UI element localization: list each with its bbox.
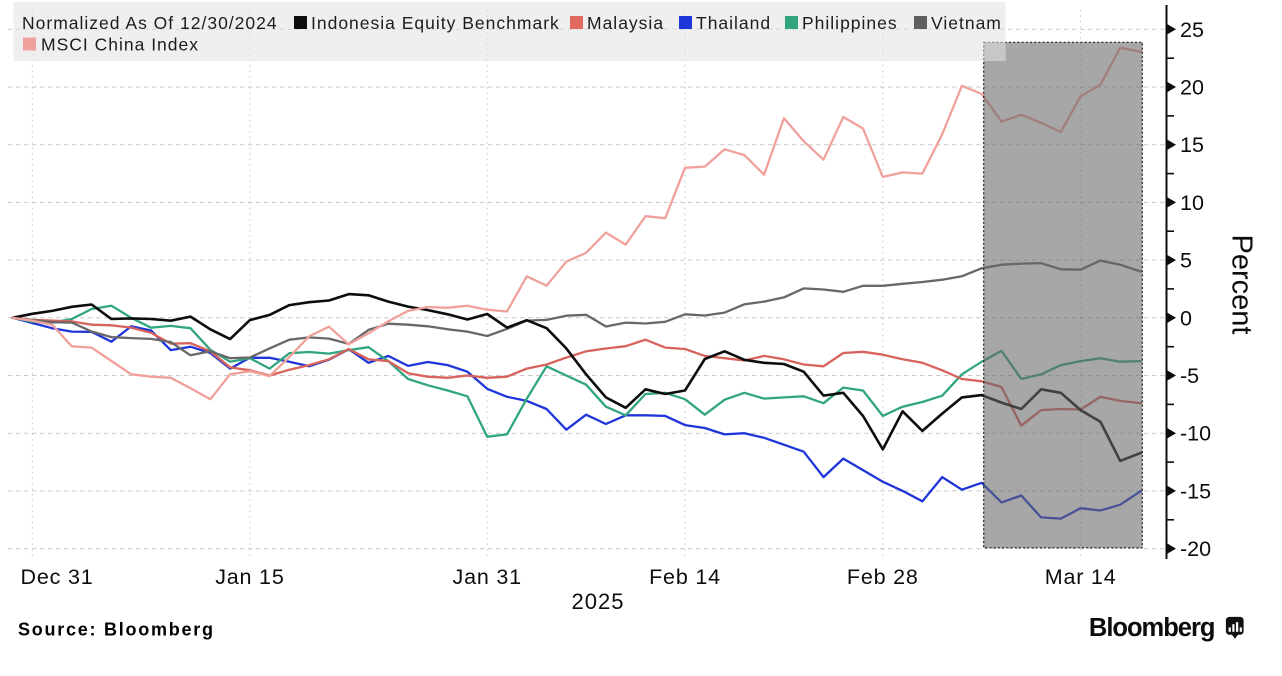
svg-text:Philippines: Philippines (802, 13, 898, 33)
svg-text:-10: -10 (1180, 422, 1211, 446)
svg-text:15: 15 (1180, 133, 1204, 157)
svg-text:-20: -20 (1180, 537, 1211, 561)
svg-text:Jan 15: Jan 15 (215, 565, 284, 589)
svg-text:5: 5 (1180, 249, 1192, 273)
svg-text:Jan 31: Jan 31 (453, 565, 522, 589)
svg-text:Feb 14: Feb 14 (649, 565, 721, 589)
svg-text:10: 10 (1180, 191, 1204, 215)
svg-text:25: 25 (1180, 18, 1204, 42)
svg-text:-15: -15 (1180, 479, 1211, 503)
svg-text:20: 20 (1180, 76, 1204, 100)
svg-text:Vietnam: Vietnam (931, 13, 1002, 33)
svg-text:Thailand: Thailand (696, 13, 771, 33)
svg-text:Feb 28: Feb 28 (847, 565, 919, 589)
svg-text:-5: -5 (1180, 364, 1199, 388)
svg-text:MSCI China Index: MSCI China Index (41, 35, 199, 55)
svg-text:2025: 2025 (572, 589, 625, 614)
svg-text:Malaysia: Malaysia (587, 13, 664, 33)
svg-text:Normalized As Of 12/30/2024: Normalized As Of 12/30/2024 (22, 13, 278, 33)
svg-text:Source: Bloomberg: Source: Bloomberg (18, 620, 215, 640)
svg-text:Mar 14: Mar 14 (1045, 565, 1117, 589)
svg-text:Dec 31: Dec 31 (21, 565, 94, 589)
svg-text:0: 0 (1180, 306, 1192, 330)
svg-text:Percent: Percent (1226, 235, 1258, 335)
svg-text:Bloomberg: Bloomberg (1089, 614, 1215, 642)
svg-text:Indonesia Equity Benchmark: Indonesia Equity Benchmark (311, 13, 560, 33)
